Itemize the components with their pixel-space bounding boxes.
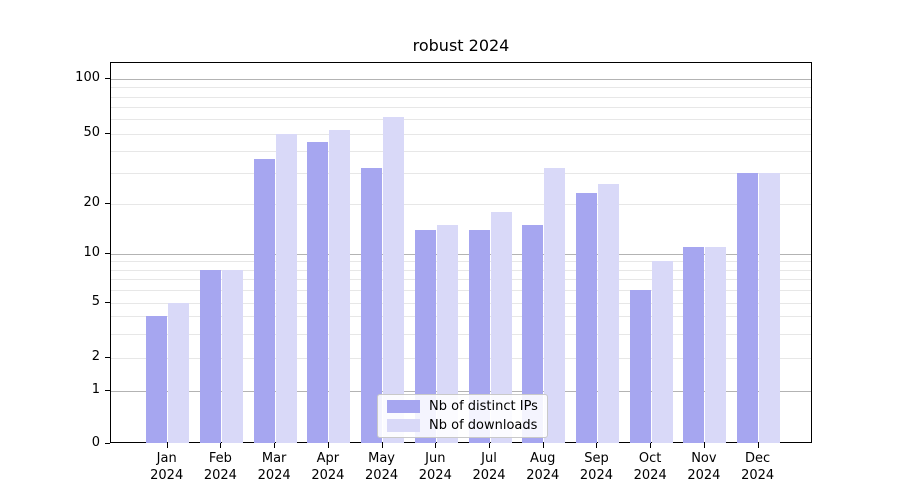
y-axis-tick [105, 357, 110, 358]
bar-distinct-ips [468, 229, 490, 443]
x-axis-tick [489, 443, 491, 448]
grid-minor-line [111, 269, 811, 271]
legend-swatch-downloads [387, 419, 420, 432]
x-axis-label: Mar 2024 [257, 451, 291, 483]
y-axis-label: 1 [91, 382, 100, 397]
legend-item-downloads: Nb of downloads [387, 418, 537, 433]
legend-swatch-distinct-ips [387, 400, 420, 413]
x-axis-label: Dec 2024 [741, 451, 775, 483]
y-axis-label: 2 [91, 349, 100, 364]
chart-title: robust 2024 [412, 36, 510, 55]
grid-minor-line [111, 150, 811, 152]
bar-downloads [383, 116, 405, 443]
x-axis-label: Jan 2024 [150, 451, 184, 483]
y-axis-tick [105, 302, 110, 303]
grid-minor-line [111, 261, 811, 263]
x-axis-tick [650, 443, 652, 448]
y-axis-label: 0 [91, 435, 100, 450]
grid-minor-line [111, 204, 811, 205]
grid-major-line [111, 254, 811, 255]
grid-major-line [111, 391, 811, 392]
bar-distinct-ips [737, 172, 759, 443]
grid-major-line [111, 79, 811, 80]
bar-downloads [329, 130, 351, 443]
y-axis-tick [105, 203, 110, 204]
y-axis-label: 10 [83, 245, 100, 260]
y-axis-tick [105, 132, 110, 134]
bar-distinct-ips [575, 193, 597, 443]
y-axis-tick [105, 253, 110, 254]
x-axis-label: Aug 2024 [526, 451, 560, 483]
bar-distinct-ips [522, 224, 544, 443]
legend-label-distinct-ips: Nb of distinct IPs [429, 399, 538, 414]
y-axis-label: 5 [91, 294, 100, 309]
bar-distinct-ips [414, 229, 436, 443]
bar-downloads [544, 167, 566, 443]
y-axis-tick [105, 443, 110, 444]
grid-minor-line [111, 290, 811, 292]
grid-minor-line [111, 172, 811, 174]
x-axis-tick [703, 443, 705, 448]
bar-downloads [759, 172, 781, 443]
grid-minor-line [111, 333, 811, 335]
x-axis-tick [220, 443, 222, 448]
x-axis-label: Sep 2024 [579, 451, 613, 483]
bar-distinct-ips [683, 247, 705, 443]
x-axis-label: Nov 2024 [687, 451, 721, 483]
x-axis-tick [596, 443, 598, 448]
y-axis-tick [105, 78, 110, 79]
grid-minor-line [111, 358, 811, 359]
grid-minor-line [111, 279, 811, 281]
bar-downloads [490, 211, 512, 443]
y-axis-label: 20 [83, 195, 100, 210]
x-axis-tick [757, 443, 759, 448]
y-axis-tick [105, 390, 110, 391]
legend-item-distinct-ips: Nb of distinct IPs [387, 399, 538, 414]
x-axis-tick [435, 443, 437, 448]
grid-minor-line [111, 96, 811, 98]
bar-downloads [651, 261, 673, 443]
plot-area [110, 62, 812, 443]
bar-downloads [168, 303, 190, 443]
x-axis-label: Oct 2024 [633, 451, 667, 483]
x-axis-label: Apr 2024 [311, 451, 345, 483]
bar-distinct-ips [361, 167, 383, 443]
bar-downloads [275, 133, 297, 443]
grid-minor-line [111, 87, 811, 89]
x-axis-tick [166, 443, 168, 448]
grid-minor-line [111, 316, 811, 318]
bar-distinct-ips [199, 269, 221, 443]
grid-minor-line [111, 107, 811, 109]
x-axis-tick [327, 443, 329, 448]
bar-distinct-ips [307, 141, 329, 443]
x-axis-label: Jul 2024 [472, 451, 506, 483]
x-axis-tick [274, 443, 276, 448]
bar-downloads [705, 247, 727, 443]
grid-minor-line [111, 133, 811, 135]
legend-label-downloads: Nb of downloads [429, 418, 538, 433]
bar-downloads [436, 224, 458, 443]
legend: Nb of distinct IPs Nb of downloads [377, 394, 548, 438]
grid-minor-line [111, 303, 811, 304]
bar-distinct-ips [253, 158, 275, 443]
x-axis-label: May 2024 [365, 451, 399, 483]
bar-downloads [597, 183, 619, 443]
bar-distinct-ips [629, 290, 651, 443]
x-axis-label: Feb 2024 [203, 451, 237, 483]
x-axis-tick [542, 443, 544, 448]
y-axis-label: 100 [75, 70, 100, 85]
x-axis-tick [381, 443, 383, 448]
y-axis-label: 50 [83, 124, 100, 140]
x-axis-label: Jun 2024 [418, 451, 452, 483]
bar-downloads [221, 269, 243, 443]
bar-distinct-ips [146, 316, 168, 443]
grid-minor-line [111, 119, 811, 121]
